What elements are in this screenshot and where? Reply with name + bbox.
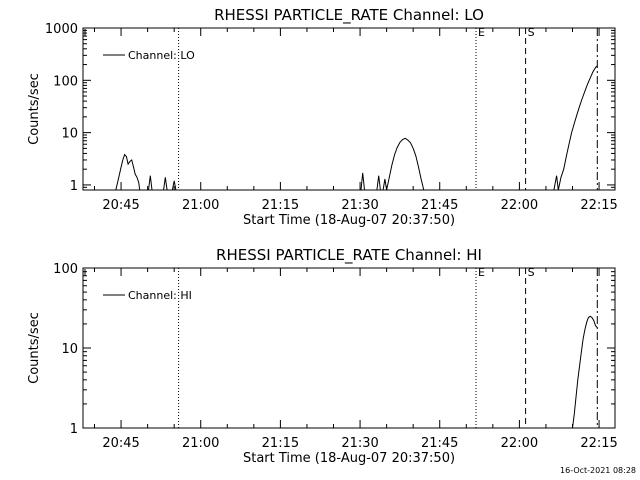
chart1-x-tick-label: 20:45 [102, 198, 139, 213]
chart1-y-tick-label: 1000 [45, 22, 78, 37]
chart1-series-1-segment-5 [360, 172, 365, 191]
chart1-x-axis-label: Start Time (18-Aug-07 20:37:50) [243, 213, 455, 228]
chart2-x-axis-label: Start Time (18-Aug-07 20:37:50) [243, 451, 455, 466]
chart1-series-1-segment-4 [171, 180, 177, 191]
chart2-marker-label-e: E [478, 266, 485, 279]
chart1-marker-label-s: S [528, 26, 535, 39]
footer-timestamp: 16-Oct-2021 08:28 [560, 466, 636, 475]
chart1-legend-label: Channel: LO [128, 49, 195, 62]
chart1-x-tick-label: 21:00 [182, 198, 219, 213]
chart1-plot-frame [82, 27, 616, 191]
chart2-legend-label: Channel: HI [128, 289, 192, 302]
chart1-series-1-segment-9 [553, 175, 559, 191]
chart1-x-tick-label: 21:30 [341, 198, 378, 213]
chart1-series-1-segment-6 [376, 175, 381, 191]
chart2-marker-label-s: S [528, 266, 535, 279]
chart2-x-tick-label: 21:15 [262, 436, 299, 451]
chart2-y-tick-label: 10 [61, 342, 78, 357]
chart1-y-tick-label: 10 [61, 127, 78, 142]
chart1-marker-label-e: E [478, 26, 485, 39]
chart1-title: RHESSI PARTICLE_RATE Channel: LO [214, 6, 484, 25]
chart2-x-tick-label: 22:15 [580, 436, 617, 451]
chart1-series-1-segment-1 [115, 153, 141, 191]
chart1-y-tick-label: 100 [53, 74, 78, 89]
chart2-x-tick-label: 21:00 [182, 436, 219, 451]
chart1-x-tick-label: 22:15 [580, 198, 617, 213]
chart1-y-axis-label: Counts/sec [27, 73, 42, 145]
chart1-series-1-segment-10 [557, 65, 598, 191]
chart2-x-tick-label: 20:45 [102, 436, 139, 451]
chart2-x-tick-label: 22:00 [501, 436, 538, 451]
chart1-series-1-segment-3 [163, 177, 168, 191]
chart1-x-tick-label: 21:15 [262, 198, 299, 213]
chart2-series-1-segment-1 [572, 315, 598, 429]
chart2-title: RHESSI PARTICLE_RATE Channel: HI [216, 246, 482, 265]
chart1-series-1-segment-8 [386, 137, 425, 191]
chart1-x-tick-label: 21:45 [421, 198, 458, 213]
chart1-y-tick-label: 1 [70, 179, 78, 194]
chart1-x-tick-label: 22:00 [501, 198, 538, 213]
chart2-y-axis-label: Counts/sec [27, 312, 42, 384]
chart2-x-tick-label: 21:30 [341, 436, 378, 451]
chart1-series-1-segment-7 [382, 178, 388, 191]
chart2-y-tick-label: 100 [53, 262, 78, 277]
chart2-y-tick-label: 1 [70, 422, 78, 437]
chart2-x-tick-label: 21:45 [421, 436, 458, 451]
chart1-series-1-segment-2 [148, 175, 153, 191]
